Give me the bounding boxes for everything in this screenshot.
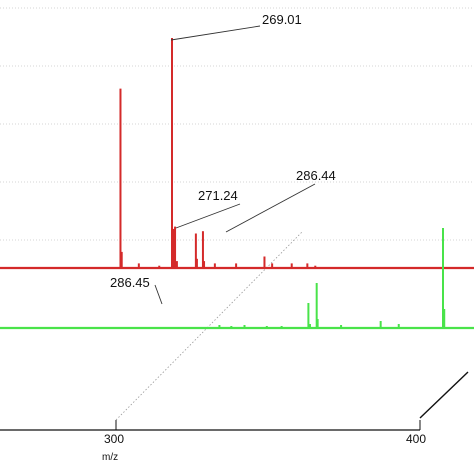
x-tick-label-300: 300 xyxy=(104,432,124,446)
callout-leader-271 xyxy=(175,203,241,229)
floor-right-edge xyxy=(419,371,469,419)
peak-label-286-45: 286.45 xyxy=(110,275,150,290)
callout-leader-269 xyxy=(170,25,261,41)
red-series xyxy=(0,38,474,270)
gridlines xyxy=(0,7,474,241)
depth-axis-line xyxy=(115,231,303,421)
text-labels: 269.01 271.24 286.44 286.45 300 400 m/z xyxy=(102,12,426,463)
x-axis-label: m/z xyxy=(102,452,118,463)
callout-leader-286-44 xyxy=(225,183,316,233)
x-tick-label-400: 400 xyxy=(406,432,426,446)
peak-callouts xyxy=(154,25,316,305)
peak-label-269-01: 269.01 xyxy=(262,12,302,27)
peak-label-271-24: 271.24 xyxy=(198,188,238,203)
green-series xyxy=(0,228,474,330)
axis-frame xyxy=(0,231,469,431)
callout-leader-286-45 xyxy=(154,284,163,305)
peak-label-286-44: 286.44 xyxy=(296,168,336,183)
